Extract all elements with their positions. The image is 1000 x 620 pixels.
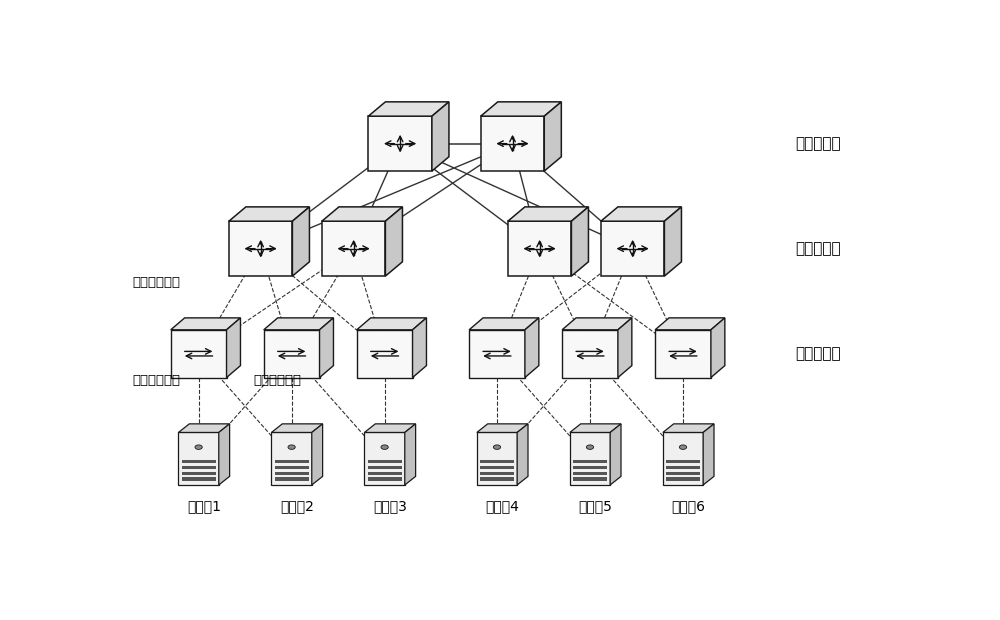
Polygon shape	[610, 424, 621, 485]
Polygon shape	[666, 477, 700, 481]
Polygon shape	[573, 472, 607, 475]
Text: 服务器6: 服务器6	[671, 499, 705, 513]
Polygon shape	[663, 424, 714, 433]
Polygon shape	[227, 318, 240, 378]
Polygon shape	[666, 460, 700, 463]
Circle shape	[381, 445, 388, 450]
Polygon shape	[178, 424, 230, 433]
Polygon shape	[666, 466, 700, 469]
Polygon shape	[469, 330, 525, 378]
Polygon shape	[182, 477, 216, 481]
Polygon shape	[292, 207, 309, 276]
Circle shape	[586, 445, 594, 450]
Text: 服务器4: 服务器4	[485, 499, 519, 513]
Polygon shape	[405, 424, 416, 485]
Polygon shape	[413, 318, 426, 378]
Polygon shape	[666, 472, 700, 475]
Polygon shape	[275, 460, 309, 463]
Polygon shape	[508, 207, 588, 221]
Polygon shape	[357, 330, 413, 378]
Polygon shape	[275, 466, 309, 469]
Polygon shape	[469, 318, 539, 330]
Polygon shape	[432, 102, 449, 171]
Text: 服务器2: 服务器2	[280, 499, 314, 513]
Circle shape	[195, 445, 202, 450]
Text: 服务器1: 服务器1	[187, 499, 221, 513]
Polygon shape	[271, 424, 323, 433]
Polygon shape	[481, 116, 544, 171]
Polygon shape	[525, 318, 539, 378]
Polygon shape	[573, 460, 607, 463]
Polygon shape	[229, 221, 292, 276]
Polygon shape	[357, 318, 426, 330]
Polygon shape	[364, 424, 416, 433]
Text: 接入层设备: 接入层设备	[795, 346, 841, 361]
Polygon shape	[480, 472, 514, 475]
Polygon shape	[219, 424, 230, 485]
Polygon shape	[275, 477, 309, 481]
Polygon shape	[171, 330, 227, 378]
Text: 服务器3: 服务器3	[373, 499, 407, 513]
Text: 汇聚层设备: 汇聚层设备	[795, 241, 841, 256]
Polygon shape	[562, 318, 632, 330]
Polygon shape	[601, 207, 681, 221]
Polygon shape	[368, 102, 449, 116]
Polygon shape	[477, 424, 528, 433]
Circle shape	[679, 445, 687, 450]
Polygon shape	[703, 424, 714, 485]
Polygon shape	[618, 318, 632, 378]
Polygon shape	[573, 466, 607, 469]
Polygon shape	[322, 207, 402, 221]
Polygon shape	[171, 318, 240, 330]
Polygon shape	[385, 207, 402, 276]
Polygon shape	[562, 330, 618, 378]
Polygon shape	[182, 472, 216, 475]
Polygon shape	[368, 472, 402, 475]
Polygon shape	[182, 460, 216, 463]
Text: 接入层设备１: 接入层设备１	[133, 374, 181, 388]
Polygon shape	[663, 433, 703, 485]
Polygon shape	[664, 207, 681, 276]
Text: 核心层设备: 核心层设备	[795, 136, 841, 151]
Polygon shape	[264, 330, 320, 378]
Polygon shape	[364, 433, 405, 485]
Polygon shape	[178, 433, 219, 485]
Polygon shape	[229, 207, 309, 221]
Polygon shape	[517, 424, 528, 485]
Polygon shape	[655, 330, 711, 378]
Polygon shape	[573, 477, 607, 481]
Polygon shape	[571, 207, 588, 276]
Polygon shape	[480, 466, 514, 469]
Polygon shape	[275, 472, 309, 475]
Polygon shape	[481, 102, 561, 116]
Polygon shape	[312, 424, 323, 485]
Text: 服务器5: 服务器5	[578, 499, 612, 513]
Polygon shape	[320, 318, 333, 378]
Polygon shape	[480, 477, 514, 481]
Polygon shape	[368, 460, 402, 463]
Polygon shape	[182, 466, 216, 469]
Polygon shape	[655, 318, 725, 330]
Polygon shape	[271, 433, 312, 485]
Text: 接入层设备２: 接入层设备２	[253, 374, 301, 388]
Circle shape	[493, 445, 501, 450]
Text: 汇聚层设备１: 汇聚层设备１	[133, 275, 181, 288]
Polygon shape	[368, 466, 402, 469]
Polygon shape	[570, 424, 621, 433]
Polygon shape	[264, 318, 333, 330]
Circle shape	[288, 445, 295, 450]
Polygon shape	[322, 221, 385, 276]
Polygon shape	[368, 477, 402, 481]
Polygon shape	[570, 433, 610, 485]
Polygon shape	[711, 318, 725, 378]
Polygon shape	[368, 116, 432, 171]
Polygon shape	[544, 102, 561, 171]
Polygon shape	[601, 221, 664, 276]
Polygon shape	[477, 433, 517, 485]
Polygon shape	[508, 221, 571, 276]
Polygon shape	[480, 460, 514, 463]
